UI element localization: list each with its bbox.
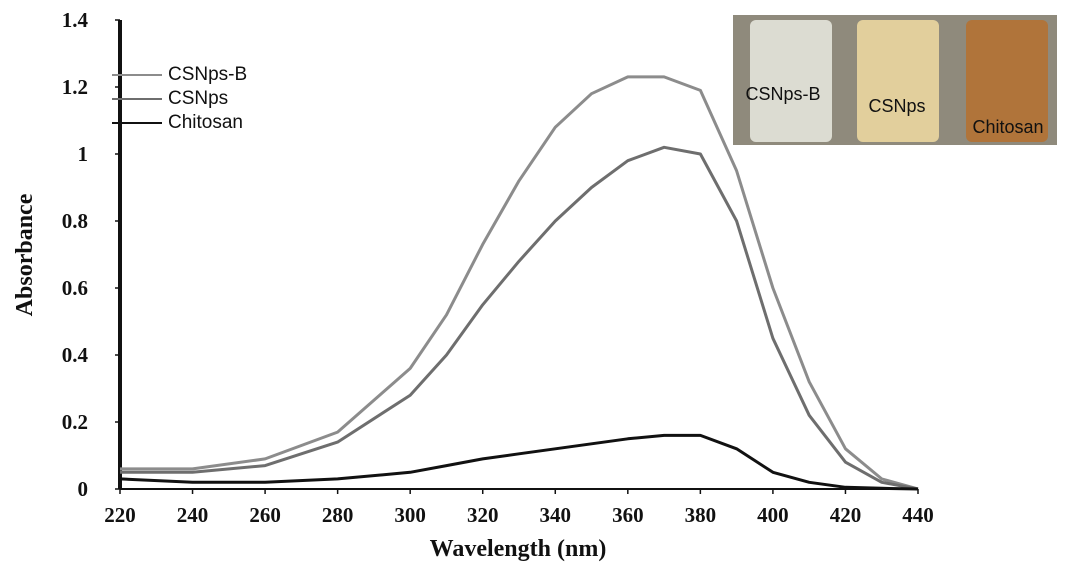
y-tick-label: 1.4 (62, 8, 89, 32)
x-tick-label: 260 (249, 503, 281, 527)
y-tick-label: 0.2 (62, 410, 88, 434)
vial (857, 20, 939, 142)
vial (966, 20, 1048, 142)
line-series (120, 75, 919, 491)
x-tick-label: 280 (322, 503, 354, 527)
x-tick-label: 240 (177, 503, 209, 527)
y-tick-label: 1 (78, 142, 89, 166)
legend-label: CSNps-B (168, 64, 247, 85)
y-tick-label: 1.2 (62, 75, 88, 99)
x-tick-label: 220 (104, 503, 136, 527)
x-tick-label: 300 (394, 503, 426, 527)
legend-label: CSNps (168, 88, 228, 109)
y-tick-label: 0.6 (62, 276, 88, 300)
x-tick-label: 400 (757, 503, 789, 527)
x-tick-label: 320 (467, 503, 499, 527)
x-tick-label: 380 (685, 503, 717, 527)
inset-label: CSNps-B (745, 84, 820, 104)
inset-photo: CSNps-B CSNps Chitosan (733, 15, 1057, 145)
inset-label: Chitosan (972, 117, 1043, 137)
x-tick-label: 340 (540, 503, 572, 527)
legend-label: Chitosan (168, 112, 243, 133)
x-tick-label: 440 (902, 503, 934, 527)
x-axis-title: Wavelength (nm) (430, 536, 607, 562)
y-tick-label: 0.8 (62, 209, 88, 233)
y-tick-label: 0 (78, 477, 89, 501)
inset-label: CSNps (868, 96, 925, 116)
x-tick-label: 360 (612, 503, 644, 527)
vial (750, 20, 832, 142)
y-axis-title: Absorbance (12, 193, 38, 316)
line-series (120, 145, 919, 491)
line-series (119, 433, 919, 491)
y-tick-label: 0.4 (62, 343, 89, 367)
x-tick-label: 420 (830, 503, 862, 527)
